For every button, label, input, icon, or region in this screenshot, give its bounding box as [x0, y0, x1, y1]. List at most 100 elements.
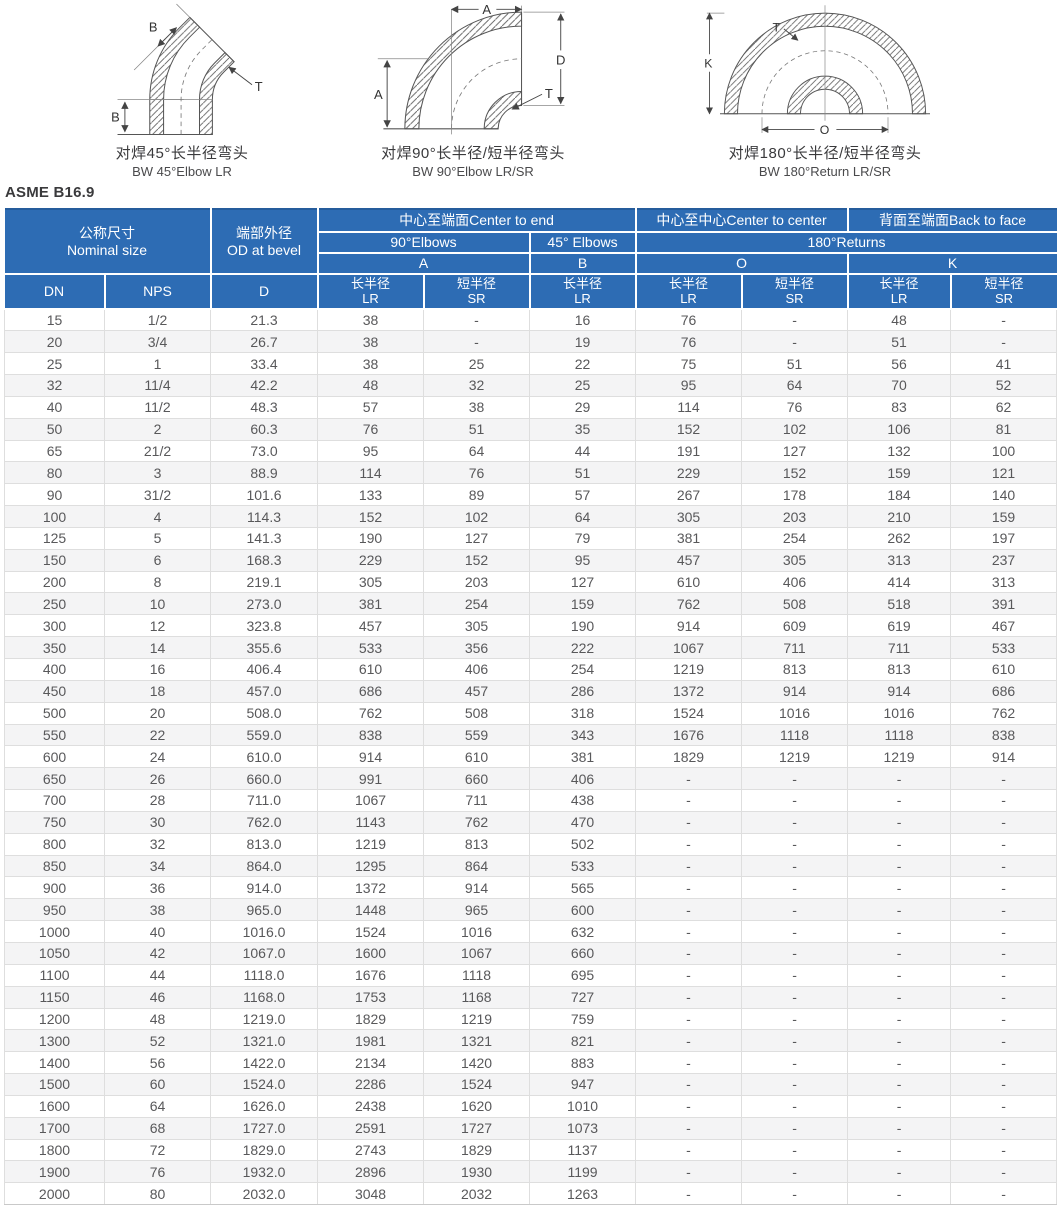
cell: -	[950, 942, 1058, 965]
cell: -	[950, 330, 1058, 354]
cell: 1626.0	[210, 1095, 319, 1118]
cell: 20	[104, 702, 212, 725]
header-od-at-bevel: 端部外径 OD at bevel	[210, 208, 319, 275]
cell: 914	[423, 876, 531, 900]
cell: 1676	[635, 724, 743, 747]
dim-label-a-top: A	[482, 2, 491, 17]
cell: 813.0	[210, 833, 319, 856]
cell: 610	[317, 658, 425, 681]
table-row: 1100 44 1118.0 1676 1118 695- - - -	[4, 964, 1058, 987]
cell: 533	[317, 636, 425, 659]
cell: 650	[4, 767, 105, 791]
dim-label-k: K	[704, 56, 713, 70]
lr-cn: 长半径	[563, 275, 603, 291]
lr-en: LR	[574, 290, 591, 306]
cell: 152	[741, 461, 849, 485]
cell: 52	[104, 1029, 212, 1053]
table-row: 150 6 168.3 229 152 95 457 305 313 237	[4, 549, 1058, 572]
dim-label-d: D	[556, 52, 565, 67]
cell: 711	[423, 789, 531, 812]
cell: 356	[423, 636, 531, 659]
cell: 210	[847, 505, 952, 528]
dim-label-o: O	[820, 123, 830, 137]
cell: 381	[529, 745, 637, 769]
table-row: 350 14 355.6 533 356 222 1067 711 711 533	[4, 636, 1058, 659]
cell: 32	[104, 833, 212, 856]
cell: 1100	[4, 964, 105, 987]
cell: 3	[104, 461, 212, 485]
cell: -	[950, 833, 1058, 856]
cell: 518	[847, 592, 952, 616]
cell: 152	[635, 418, 743, 441]
table-row: 1300 52 1321.0 1981 1321 821- - - -	[4, 1029, 1058, 1053]
header-center-to-center: 中心至中心Center to center	[635, 208, 849, 233]
cell: 2743	[317, 1139, 425, 1162]
cell: 48	[847, 309, 952, 332]
cell: -	[847, 964, 952, 987]
cell: 1016	[741, 702, 849, 725]
cell: 32	[4, 374, 105, 397]
cell: 20	[4, 330, 105, 354]
cell: 254	[529, 658, 637, 681]
sr-cn: 短半径	[457, 275, 497, 291]
cell: 72	[104, 1139, 212, 1162]
table-row: 1700 68 1727.0 2591 1727 1073- - - -	[4, 1117, 1058, 1140]
cell: -	[847, 986, 952, 1009]
cell: -	[847, 876, 952, 900]
cell: 660	[423, 767, 531, 791]
cell: 800	[4, 833, 105, 856]
cell: 883	[529, 1051, 637, 1075]
cell: 323.8	[210, 614, 319, 638]
cell: -	[741, 1029, 849, 1053]
cell: 76	[317, 418, 425, 441]
cell: 60.3	[210, 418, 319, 441]
cell: 305	[423, 614, 531, 638]
cell: 1700	[4, 1117, 105, 1140]
cell: 38	[104, 898, 212, 922]
cell: 133	[317, 483, 425, 507]
cell: 1219.0	[210, 1008, 319, 1031]
cell: -	[950, 1051, 1058, 1075]
cell: -	[635, 964, 743, 987]
cell: 1295	[317, 855, 425, 878]
cell: 140	[950, 483, 1058, 507]
cell: 42	[104, 942, 212, 965]
cell: 1930	[423, 1160, 531, 1184]
cell: 237	[950, 549, 1058, 572]
cell: -	[950, 986, 1058, 1009]
cell: 508.0	[210, 702, 319, 725]
cell: -	[950, 1095, 1058, 1118]
cell: 1067	[423, 942, 531, 965]
cell: 313	[950, 571, 1058, 594]
cell: 11/4	[104, 374, 212, 397]
cell: 600	[4, 745, 105, 769]
cell: -	[741, 964, 849, 987]
cell: 1524	[635, 702, 743, 725]
cell: 609	[741, 614, 849, 638]
cell: 508	[423, 702, 531, 725]
cell: 46	[104, 986, 212, 1009]
cell: 813	[847, 658, 952, 681]
cell: 267	[635, 483, 743, 507]
cell: 114.3	[210, 505, 319, 528]
cell: 502	[529, 833, 637, 856]
cell: -	[741, 920, 849, 943]
cell: 1600	[4, 1095, 105, 1118]
cell: 114	[635, 396, 743, 419]
table-row: 500 20 508.0 762 508 318 1524 1016 1016 762	[4, 702, 1058, 725]
cell: -	[741, 833, 849, 856]
caption-en-45: BW 45°Elbow LR	[132, 164, 232, 179]
cell: 750	[4, 811, 105, 834]
cell: -	[635, 789, 743, 812]
cell: -	[847, 1051, 952, 1075]
header-nps: NPS	[104, 274, 212, 310]
header-back-to-face: 背面至端面Back to face	[847, 208, 1057, 233]
header-dn: DN	[4, 274, 106, 310]
cell: 991	[317, 767, 425, 791]
table-body: 15 1/2 21.3 38-16 76-48-20 3/4 26.7 38-19 76-51-…	[4, 309, 1058, 1206]
cell: 95	[317, 440, 425, 463]
cell: 1829	[423, 1139, 531, 1162]
cell: 813	[423, 833, 531, 856]
cell: 1150	[4, 986, 105, 1009]
cell: 219.1	[210, 571, 319, 594]
